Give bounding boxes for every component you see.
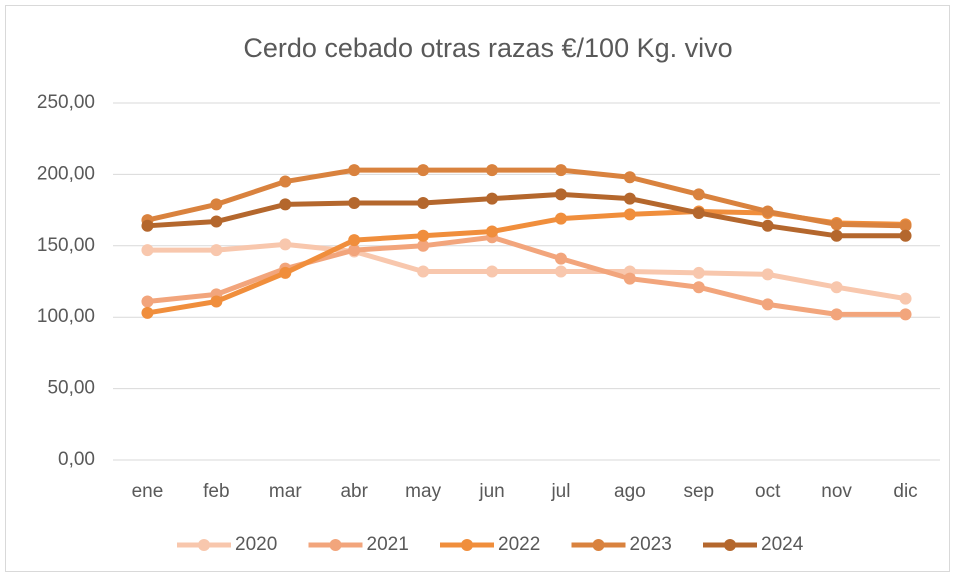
data-point xyxy=(623,171,636,184)
data-point xyxy=(554,212,567,225)
x-tick-label: nov xyxy=(821,481,852,502)
data-point xyxy=(554,188,567,201)
x-tick-label: sep xyxy=(683,481,714,502)
data-point xyxy=(554,164,567,177)
y-tick-label: 200,00 xyxy=(37,163,95,184)
data-point xyxy=(830,218,843,231)
data-point xyxy=(761,219,774,232)
data-point xyxy=(279,175,292,188)
data-point xyxy=(348,164,361,177)
data-point xyxy=(486,192,499,205)
data-point xyxy=(899,229,912,242)
data-point xyxy=(279,266,292,279)
data-point xyxy=(141,306,154,319)
legend-marker xyxy=(461,539,473,551)
data-point xyxy=(486,265,499,278)
y-tick-label: 0,00 xyxy=(58,449,95,470)
data-point xyxy=(279,238,292,251)
data-point xyxy=(279,198,292,211)
data-point xyxy=(417,229,430,242)
data-point xyxy=(830,308,843,321)
data-point xyxy=(417,239,430,252)
legend-marker xyxy=(329,539,342,551)
legend-marker xyxy=(592,539,605,551)
series-line xyxy=(147,191,906,239)
data-point xyxy=(554,265,567,278)
data-point xyxy=(348,196,361,209)
x-tick-label: may xyxy=(405,481,441,502)
data-point xyxy=(417,196,430,209)
x-tick-label: ene xyxy=(132,481,164,502)
data-point xyxy=(141,219,154,232)
series-line xyxy=(147,234,906,317)
x-tick-label: abr xyxy=(340,481,368,502)
data-point xyxy=(623,208,636,221)
series-line xyxy=(146,167,906,229)
series-line xyxy=(147,241,906,302)
x-tick-label: dic xyxy=(893,481,917,502)
data-point xyxy=(761,298,774,311)
data-point xyxy=(210,295,223,308)
x-tick-label: jul xyxy=(550,481,570,502)
data-point xyxy=(486,225,499,238)
data-point xyxy=(692,281,705,294)
data-point xyxy=(486,164,499,177)
data-point xyxy=(830,281,843,294)
data-point xyxy=(417,265,430,278)
y-tick-label: 50,00 xyxy=(47,378,95,399)
y-tick-label: 250,00 xyxy=(37,92,95,113)
data-point xyxy=(899,219,912,232)
legend-label: 2024 xyxy=(761,534,804,555)
legend-label: 2023 xyxy=(630,534,672,555)
data-point xyxy=(210,215,223,228)
y-tick-label: 150,00 xyxy=(37,235,95,256)
data-point xyxy=(899,308,912,321)
x-tick-label: oct xyxy=(755,481,781,502)
data-point xyxy=(623,192,636,205)
x-tick-label: mar xyxy=(269,481,302,502)
data-point xyxy=(417,164,430,177)
x-tick-label: ago xyxy=(614,481,646,502)
data-point xyxy=(348,244,361,257)
legend-marker xyxy=(724,539,736,551)
data-point xyxy=(899,292,912,305)
x-tick-label: jun xyxy=(478,481,504,502)
data-point xyxy=(761,205,774,218)
legend-label: 2022 xyxy=(498,534,540,555)
x-tick-label: feb xyxy=(203,481,229,502)
data-point xyxy=(554,252,567,265)
data-point xyxy=(761,268,774,281)
data-point xyxy=(830,229,843,242)
chart-frame xyxy=(5,5,950,572)
data-point xyxy=(348,234,361,247)
legend-label: 2020 xyxy=(235,534,277,555)
data-point xyxy=(692,266,705,279)
data-point xyxy=(692,188,705,201)
legend-label: 2021 xyxy=(367,534,409,555)
data-point xyxy=(210,198,223,211)
data-point xyxy=(210,244,223,257)
data-point xyxy=(141,295,154,308)
data-point xyxy=(141,244,154,257)
data-point xyxy=(623,272,636,285)
chart-title: Cerdo cebado otras razas €/100 Kg. vivo xyxy=(243,33,732,63)
y-tick-label: 100,00 xyxy=(37,306,95,327)
data-point xyxy=(692,206,705,219)
legend-marker xyxy=(198,539,210,551)
